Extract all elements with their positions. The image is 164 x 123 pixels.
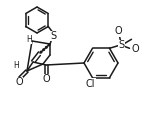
Text: O: O [15,77,23,87]
Text: O: O [115,26,122,36]
Text: O: O [132,44,139,54]
Text: H: H [13,61,19,69]
Text: S: S [118,40,125,50]
Text: H: H [26,34,32,44]
Text: Cl: Cl [86,79,95,89]
Text: S: S [50,31,56,41]
Text: O: O [42,74,50,84]
